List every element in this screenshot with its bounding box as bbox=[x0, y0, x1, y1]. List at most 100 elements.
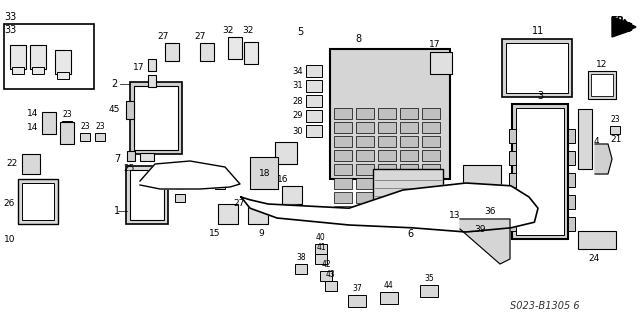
Bar bbox=[295, 264, 307, 274]
Bar bbox=[55, 50, 71, 74]
Bar bbox=[356, 136, 374, 147]
Bar bbox=[509, 173, 516, 187]
Bar bbox=[306, 125, 322, 137]
Bar bbox=[306, 80, 322, 92]
Bar bbox=[400, 150, 418, 161]
Polygon shape bbox=[460, 219, 510, 264]
Bar bbox=[422, 150, 440, 161]
Bar bbox=[200, 43, 214, 61]
Bar bbox=[282, 186, 302, 204]
Text: 23: 23 bbox=[215, 170, 225, 179]
Bar bbox=[422, 206, 440, 217]
Text: 27: 27 bbox=[195, 32, 205, 41]
Bar bbox=[306, 110, 322, 122]
Text: 23: 23 bbox=[446, 198, 456, 207]
Bar bbox=[378, 136, 396, 147]
Bar bbox=[509, 217, 516, 231]
Bar bbox=[306, 65, 322, 77]
Bar bbox=[30, 45, 46, 69]
Bar bbox=[509, 151, 516, 165]
Text: 24: 24 bbox=[588, 254, 600, 263]
Text: 13: 13 bbox=[449, 211, 460, 220]
Bar bbox=[334, 136, 352, 147]
Bar bbox=[95, 133, 105, 141]
Text: 12: 12 bbox=[596, 60, 608, 69]
Text: 29: 29 bbox=[292, 112, 303, 121]
Bar bbox=[334, 192, 352, 203]
Bar bbox=[334, 178, 352, 189]
Text: 23: 23 bbox=[80, 122, 90, 131]
Bar bbox=[140, 153, 154, 161]
Text: S023-B1305 6: S023-B1305 6 bbox=[510, 301, 580, 311]
Bar bbox=[516, 108, 564, 235]
Bar bbox=[334, 108, 352, 119]
Bar bbox=[380, 292, 398, 304]
Bar bbox=[215, 181, 225, 189]
Bar bbox=[430, 52, 452, 74]
Bar bbox=[378, 178, 396, 189]
Bar bbox=[356, 108, 374, 119]
Text: 27: 27 bbox=[157, 32, 169, 41]
Text: 34: 34 bbox=[292, 66, 303, 76]
Bar bbox=[378, 150, 396, 161]
Text: 39: 39 bbox=[474, 225, 486, 234]
Bar bbox=[32, 67, 44, 74]
Text: 31: 31 bbox=[292, 81, 303, 91]
Text: 32: 32 bbox=[243, 26, 253, 35]
Text: 36: 36 bbox=[484, 207, 496, 216]
Bar bbox=[356, 150, 374, 161]
Text: 18: 18 bbox=[259, 169, 270, 178]
Bar bbox=[57, 72, 69, 79]
Text: 5: 5 bbox=[297, 27, 303, 37]
Text: 23: 23 bbox=[62, 110, 72, 119]
Bar bbox=[356, 122, 374, 133]
Polygon shape bbox=[241, 183, 538, 232]
Bar bbox=[502, 39, 572, 97]
Bar bbox=[356, 164, 374, 175]
Bar bbox=[325, 281, 337, 291]
Bar bbox=[22, 183, 54, 220]
Text: 14: 14 bbox=[27, 122, 38, 131]
Text: 42: 42 bbox=[321, 260, 331, 269]
Bar bbox=[400, 108, 418, 119]
Bar bbox=[378, 122, 396, 133]
Bar bbox=[126, 166, 168, 224]
Text: 32: 32 bbox=[222, 26, 234, 35]
Bar bbox=[356, 178, 374, 189]
Bar bbox=[130, 170, 164, 220]
Bar bbox=[506, 43, 568, 93]
Bar bbox=[568, 151, 575, 165]
Bar bbox=[610, 126, 620, 134]
Polygon shape bbox=[612, 17, 636, 37]
Bar bbox=[148, 75, 156, 87]
Bar bbox=[378, 192, 396, 203]
Bar bbox=[422, 192, 440, 203]
Bar bbox=[591, 74, 613, 96]
Bar bbox=[4, 24, 94, 89]
Bar bbox=[165, 43, 179, 61]
Bar bbox=[422, 122, 440, 133]
Bar bbox=[422, 136, 440, 147]
Bar bbox=[42, 112, 56, 134]
Text: 4: 4 bbox=[594, 137, 600, 145]
Bar bbox=[80, 133, 90, 141]
Text: 35: 35 bbox=[424, 274, 434, 283]
Text: 33: 33 bbox=[4, 12, 16, 22]
Bar bbox=[315, 254, 327, 264]
Text: 2: 2 bbox=[112, 79, 118, 89]
Bar bbox=[18, 179, 58, 224]
Bar bbox=[244, 42, 258, 64]
Bar bbox=[578, 109, 592, 169]
Text: 26: 26 bbox=[4, 199, 15, 209]
Bar bbox=[422, 178, 440, 189]
Bar bbox=[248, 204, 268, 224]
Bar bbox=[228, 37, 242, 59]
Text: 37: 37 bbox=[352, 284, 362, 293]
Text: 11: 11 bbox=[532, 26, 544, 36]
Bar bbox=[422, 108, 440, 119]
Bar bbox=[400, 206, 418, 217]
Text: 41: 41 bbox=[316, 243, 326, 252]
Text: 17: 17 bbox=[429, 40, 441, 49]
Bar bbox=[356, 192, 374, 203]
Bar bbox=[315, 244, 327, 254]
